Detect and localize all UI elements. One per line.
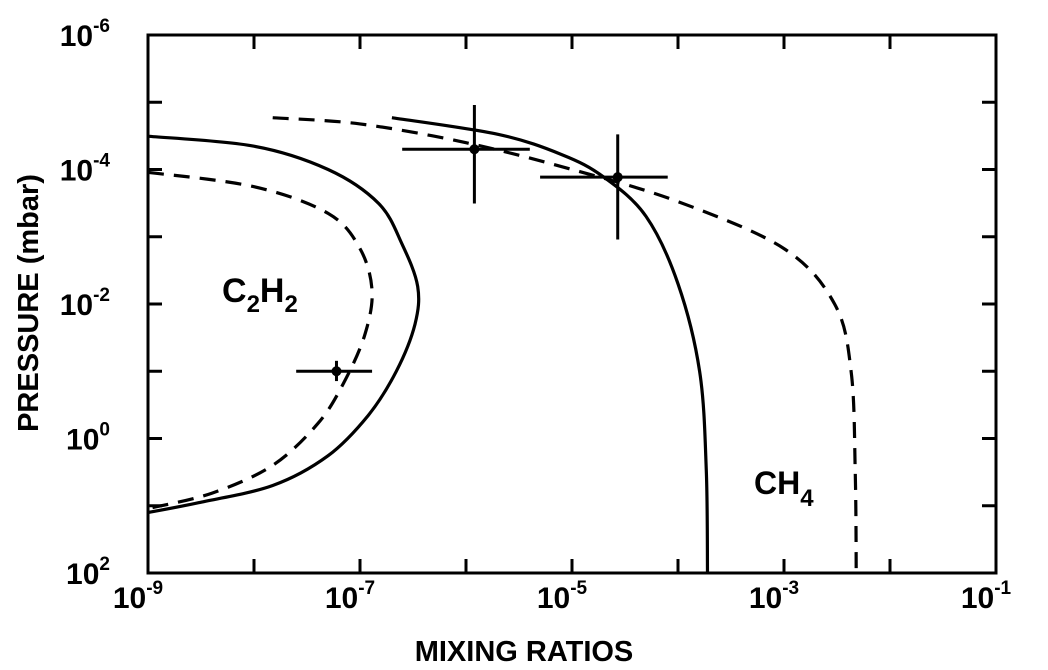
y-tick-base: 10 <box>60 155 93 188</box>
x-tick-label: 10-1 <box>961 578 1012 615</box>
data-lines <box>147 116 858 574</box>
x-axis-label: MIXING RATIOS <box>415 636 634 668</box>
y-tick-base: 10 <box>66 558 99 591</box>
x-tick-exp: -9 <box>146 578 163 599</box>
axis-ticks <box>146 33 998 575</box>
x-tick-label: 10-3 <box>749 578 799 615</box>
series-line-4 <box>272 116 858 574</box>
x-tick-base: 10 <box>537 582 570 615</box>
x-tick-exp: -5 <box>570 578 587 599</box>
y-tick-exp: -6 <box>93 16 110 37</box>
y-tick-label: 102 <box>66 554 110 591</box>
x-tick-exp: -7 <box>358 578 375 599</box>
data-point <box>612 172 623 183</box>
ch4-sub: 4 <box>800 485 814 512</box>
y-tick-label: 10-2 <box>60 285 110 322</box>
y-tick-exp: -2 <box>93 285 110 306</box>
y-tick-exp: 0 <box>99 420 110 441</box>
y-tick-exp: -4 <box>93 151 110 172</box>
data-point <box>469 144 480 155</box>
x-tick-label: 10-7 <box>325 578 375 615</box>
y-tick-label: 10-6 <box>60 16 110 53</box>
series-line-2 <box>147 170 374 511</box>
data-point <box>331 366 342 377</box>
y-tick-label: 10-4 <box>60 151 111 188</box>
y-tick-base: 10 <box>60 289 93 322</box>
c2h2-h: H <box>260 272 285 310</box>
annotation-ch4: CH4 <box>754 465 814 512</box>
error-points <box>296 105 668 382</box>
y-axis-label: PRESSURE (mbar) <box>13 174 45 432</box>
c2h2-c: C <box>222 272 247 310</box>
ch4-main: CH <box>754 465 800 501</box>
c2h2-sub1: 2 <box>247 291 260 318</box>
c2h2-sub2: 2 <box>284 291 297 318</box>
y-tick-base: 10 <box>60 20 93 53</box>
series-line-3 <box>391 116 710 574</box>
x-tick-base: 10 <box>113 582 146 615</box>
y-tick-exp: 2 <box>99 554 110 575</box>
series-line-1 <box>147 134 421 515</box>
y-tick-base: 10 <box>66 424 99 457</box>
x-tick-exp: -3 <box>782 578 799 599</box>
x-tick-base: 10 <box>961 582 994 615</box>
x-tick-base: 10 <box>749 582 782 615</box>
y-tick-label: 100 <box>66 420 110 457</box>
x-tick-label: 10-9 <box>113 578 163 615</box>
x-tick-label: 10-5 <box>537 578 588 615</box>
x-tick-base: 10 <box>325 582 358 615</box>
annotation-c2h2: C2H2 <box>222 272 298 318</box>
x-tick-exp: -1 <box>994 578 1011 599</box>
